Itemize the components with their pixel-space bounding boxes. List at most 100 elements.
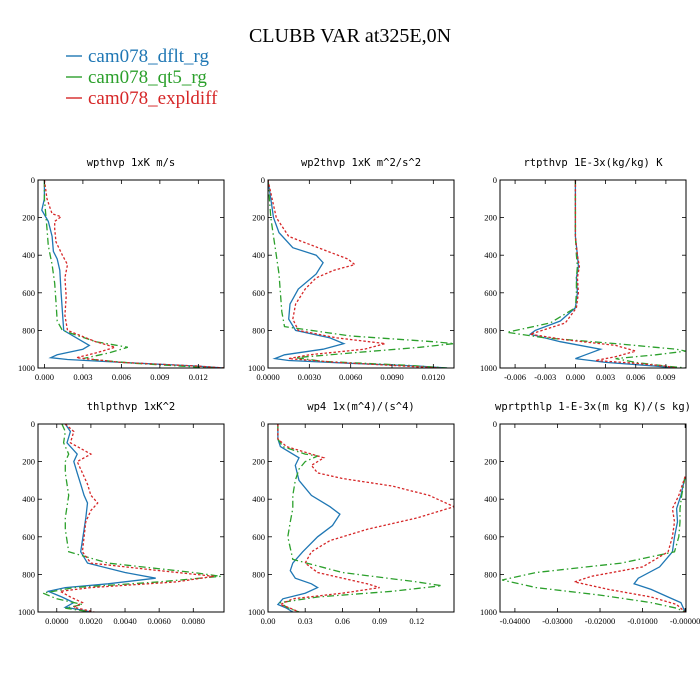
y-tick-label: 800 [484, 325, 497, 335]
y-tick-label: 400 [484, 494, 497, 504]
x-tick-label: 0.003 [596, 372, 615, 382]
panel-title: wp2thvp 1xK m^2/s^2 [301, 157, 421, 169]
x-tick-label: -0.00000 [670, 616, 700, 626]
x-tick-label: 0.003 [73, 372, 92, 382]
x-tick-label: -0.006 [504, 372, 526, 382]
series-line-cam078_qt5_rg [43, 180, 224, 368]
legend-entry: cam078_qt5_rg [88, 67, 207, 88]
x-tick-label: 0.0120 [422, 372, 445, 382]
panel-title: thlpthvp 1xK^2 [87, 401, 176, 413]
chart-panel: thlpthvp 1xK^2 0 200 400 600 800 1000 0.0000 0.0… [18, 401, 225, 626]
y-tick-label: 600 [22, 532, 35, 542]
series-line-cam078_expldiff [268, 180, 441, 368]
y-tick-label: 400 [22, 494, 35, 504]
x-tick-label: 0.0060 [147, 616, 170, 626]
y-tick-label: 800 [484, 569, 497, 579]
panel-title: wprtpthlp 1-E-3x(m kg K)/(s kg) [495, 401, 691, 413]
x-tick-label: -0.003 [534, 372, 556, 382]
x-tick-label: -0.01000 [627, 616, 657, 626]
x-tick-label: 0.09 [372, 616, 387, 626]
y-tick-label: 1000 [248, 363, 265, 373]
y-tick-label: 1000 [248, 607, 265, 617]
x-tick-label: 0.0090 [380, 372, 403, 382]
y-tick-label: 0 [261, 175, 265, 185]
x-tick-label: 0.009 [150, 372, 169, 382]
x-tick-label: 0.0020 [79, 616, 102, 626]
x-tick-label: 0.00 [261, 616, 276, 626]
y-tick-label: 400 [252, 494, 265, 504]
panel-title: wp4 1x(m^4)/(s^4) [307, 401, 414, 413]
y-tick-label: 800 [22, 325, 35, 335]
chart-panel: wp2thvp 1xK m^2/s^2020040060080010000.00… [248, 157, 455, 382]
plot-frame [499, 179, 687, 369]
x-tick-label: 0.0000 [256, 372, 279, 382]
series-line-cam078_dflt_rg [528, 180, 676, 368]
y-tick-label: 200 [22, 213, 35, 223]
y-tick-label: 200 [22, 457, 35, 467]
figure-title: CLUBB VAR at325E,0N [249, 25, 451, 47]
plot-frame [499, 423, 687, 613]
chart-panel: rtpthvp 1E-3x(kg/kg) K02004006008001000-… [480, 157, 687, 382]
x-tick-label: 0.000 [566, 372, 585, 382]
x-tick-label: 0.000 [35, 372, 54, 382]
y-tick-label: 800 [252, 325, 265, 335]
y-tick-label: 1000 [480, 363, 497, 373]
series-line-cam078_dflt_rg [633, 476, 686, 612]
plot-frame [267, 423, 455, 613]
y-tick-label: 600 [252, 288, 265, 298]
y-tick-label: 0 [261, 419, 265, 429]
series-line-cam078_qt5_rg [268, 180, 454, 368]
x-tick-label: 0.0080 [182, 616, 205, 626]
series-line-cam078_qt5_rg [506, 180, 686, 368]
x-tick-label: -0.04000 [500, 616, 530, 626]
legend-entry: cam078_dflt_rg [88, 46, 210, 67]
y-tick-label: 200 [252, 457, 265, 467]
x-tick-label: 0.012 [189, 372, 208, 382]
series-line-cam078_qt5_rg [40, 424, 221, 612]
y-tick-label: 600 [252, 532, 265, 542]
y-tick-label: 1000 [18, 363, 35, 373]
y-tick-label: 0 [31, 175, 35, 185]
plot-frame [37, 423, 225, 613]
x-tick-label: 0.12 [409, 616, 424, 626]
series-line-cam078_expldiff [572, 476, 686, 612]
y-tick-label: 600 [484, 288, 497, 298]
legend-entry: cam078_expldiff [88, 88, 218, 109]
plot-frame [37, 179, 225, 369]
y-tick-label: 400 [252, 250, 265, 260]
series-line-cam078_expldiff [530, 180, 677, 368]
x-tick-label: 0.009 [656, 372, 675, 382]
y-tick-label: 400 [22, 250, 35, 260]
y-tick-label: 200 [252, 213, 265, 223]
y-tick-label: 600 [22, 288, 35, 298]
x-tick-label: 0.0030 [298, 372, 321, 382]
y-tick-label: 600 [484, 532, 497, 542]
x-tick-label: 0.0040 [113, 616, 136, 626]
y-tick-label: 0 [493, 419, 497, 429]
legend: cam078_dflt_rgcam078_qt5_rgcam078_expldi… [66, 46, 218, 109]
series-line-cam078_qt5_rg [277, 424, 442, 612]
x-tick-label: -0.03000 [542, 616, 572, 626]
x-tick-label: 0.0000 [45, 616, 68, 626]
series-line-cam078_dflt_rg [276, 424, 341, 612]
x-tick-label: 0.006 [112, 372, 131, 382]
x-tick-label: 0.06 [335, 616, 350, 626]
y-tick-label: 800 [252, 569, 265, 579]
series-line-cam078_expldiff [277, 424, 454, 612]
y-tick-label: 800 [22, 569, 35, 579]
y-tick-label: 0 [31, 419, 35, 429]
panel-title: rtpthvp 1E-3x(kg/kg) K [523, 157, 663, 169]
series-line-cam078_dflt_rg [268, 180, 448, 368]
series-line-cam078_qt5_rg [501, 476, 686, 612]
chart-panel: wprtpthlp 1-E-3x(m kg K)/(s kg) 0 200 400 60… [480, 401, 700, 626]
panel-title: wpthvp 1xK m/s [87, 157, 176, 169]
y-tick-label: 200 [484, 457, 497, 467]
y-tick-label: 1000 [480, 607, 497, 617]
series-line-cam078_dflt_rg [46, 424, 156, 612]
series-line-cam078_expldiff [43, 180, 224, 368]
y-tick-label: 0 [493, 175, 497, 185]
